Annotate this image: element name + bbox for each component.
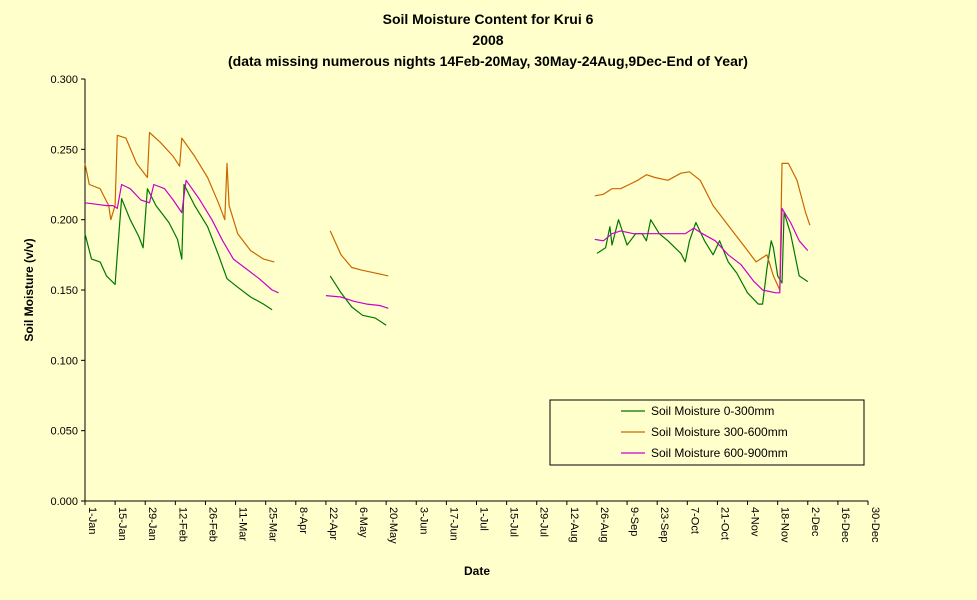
y-tick-label: 0.000 <box>50 496 78 508</box>
y-tick-label: 0.100 <box>50 355 78 367</box>
x-tick-label: 17-Jun <box>447 507 459 541</box>
series-line-1 <box>329 275 387 326</box>
y-tick-label: 0.300 <box>50 74 78 86</box>
legend-box <box>549 399 865 466</box>
y-ticks: 0.000 0.050 0.100 0.150 0.200 0.250 0.300 <box>50 74 85 508</box>
series-line-2 <box>594 162 811 291</box>
x-tick-label: 25-Mar <box>267 507 279 542</box>
series-line-1 <box>596 212 809 305</box>
x-ticks: 1-Jan 15-Jan 29-Jan 12-Feb 26-Feb 11-Mar 25-Ma… <box>84 501 881 544</box>
x-axis-label: Date <box>464 564 490 578</box>
x-tick-label: 1-Jul <box>478 507 490 531</box>
series-line-3 <box>594 207 809 294</box>
y-tick-label: 0.250 <box>50 144 78 156</box>
x-tick-label: 23-Sep <box>658 507 670 542</box>
series-line-2 <box>84 131 275 263</box>
x-tick-label: 30-Dec <box>869 507 881 543</box>
x-tick-label: 15-Jul <box>508 507 520 537</box>
x-tick-label: 7-Oct <box>688 507 700 534</box>
legend-label-2: Soil Moisture 300-600mm <box>651 425 788 439</box>
x-tick-label: 20-May <box>387 507 399 544</box>
x-tick-label: 1-Jan <box>86 507 98 535</box>
x-tick-label: 4-Nov <box>749 507 761 537</box>
legend: Soil Moisture 0-300mm Soil Moisture 300-6… <box>549 399 865 466</box>
y-tick-label: 0.150 <box>50 285 78 297</box>
y-tick-label: 0.200 <box>50 215 78 227</box>
x-tick-label: 3-Jun <box>417 507 429 535</box>
series-line-2 <box>329 230 389 277</box>
x-tick-label: 29-Jan <box>146 507 158 541</box>
x-tick-label: 2-Dec <box>809 507 821 537</box>
x-tick-label: 11-Mar <box>237 507 249 541</box>
x-tick-label: 26-Aug <box>598 507 610 542</box>
x-tick-label: 8-Apr <box>297 507 309 534</box>
legend-label-3: Soil Moisture 600-900mm <box>651 446 788 460</box>
y-axis-label: Soil Moisture (v/v) <box>22 238 36 341</box>
x-tick-label: 6-May <box>357 507 369 538</box>
x-tick-label: 26-Feb <box>206 507 218 542</box>
legend-label-1: Soil Moisture 0-300mm <box>651 404 774 418</box>
chart-subtitle: 2008 <box>472 32 503 48</box>
chart-title: Soil Moisture Content for Krui 6 <box>383 11 594 27</box>
x-tick-label: 12-Aug <box>568 507 580 542</box>
series-line-1 <box>84 183 273 311</box>
x-tick-label: 12-Feb <box>176 507 188 542</box>
x-tick-label: 15-Jan <box>116 507 128 541</box>
x-tick-label: 18-Nov <box>779 507 791 543</box>
x-tick-label: 22-Apr <box>327 507 339 540</box>
chart-note: (data missing numerous nights 14Feb-20Ma… <box>228 53 748 69</box>
series-line-3 <box>325 295 389 309</box>
series-line-3 <box>84 179 279 294</box>
x-tick-label: 9-Sep <box>628 507 640 536</box>
x-tick-label: 21-Oct <box>718 507 730 540</box>
series-layer <box>84 131 811 326</box>
x-tick-label: 16-Dec <box>839 507 851 543</box>
x-tick-label: 29-Jul <box>538 507 550 537</box>
y-tick-label: 0.050 <box>50 426 78 438</box>
